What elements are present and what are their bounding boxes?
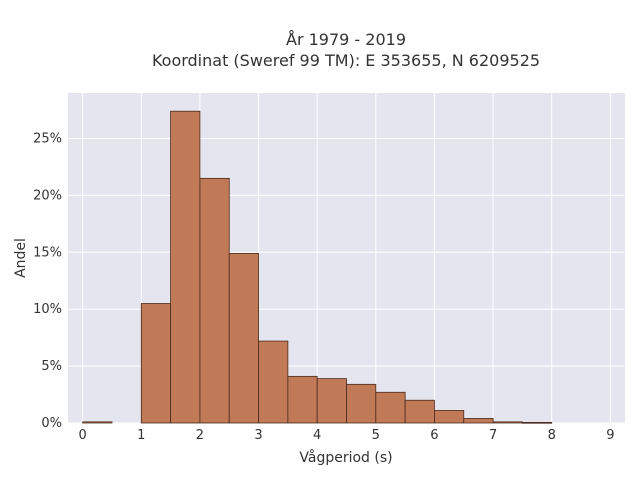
x-tick-label: 8 xyxy=(548,428,556,443)
y-axis-ticks: 0% 5% 10% 15% 20% 25% xyxy=(33,132,62,431)
histogram-bar xyxy=(82,421,113,424)
histogram-bar xyxy=(199,177,230,424)
x-axis-ticks: 0 1 2 3 4 5 6 7 8 9 xyxy=(79,428,615,443)
y-tick-label: 20% xyxy=(33,188,62,203)
histogram-bar xyxy=(140,303,172,424)
histogram-bar xyxy=(463,418,494,424)
y-tick-label: 15% xyxy=(33,245,62,260)
x-tick-label: 4 xyxy=(313,428,321,443)
histogram-bar xyxy=(258,340,289,424)
histogram-bar xyxy=(404,399,435,424)
x-tick-label: 6 xyxy=(430,428,438,443)
y-tick-label: 5% xyxy=(41,359,62,374)
chart-title-line1: År 1979 - 2019 xyxy=(286,30,406,49)
x-axis-label: Vågperiod (s) xyxy=(299,449,392,466)
x-tick-label: 5 xyxy=(372,428,380,443)
x-tick-label: 7 xyxy=(489,428,497,443)
y-tick-label: 25% xyxy=(33,132,62,147)
x-tick-label: 0 xyxy=(79,428,87,443)
histogram-bar xyxy=(521,422,553,424)
histogram-bar xyxy=(346,383,377,424)
histogram-bar xyxy=(316,378,347,424)
histogram-bar xyxy=(287,375,318,424)
y-tick-label: 10% xyxy=(33,302,62,317)
x-tick-label: 2 xyxy=(196,428,204,443)
x-tick-label: 3 xyxy=(254,428,262,443)
x-tick-label: 9 xyxy=(606,428,614,443)
histogram-bar xyxy=(375,391,406,424)
histogram-bar xyxy=(170,110,201,424)
chart-title-line2: Koordinat (Sweref 99 TM): E 353655, N 62… xyxy=(152,51,540,70)
histogram-bar xyxy=(228,253,259,424)
bars xyxy=(82,110,553,424)
y-tick-label: 0% xyxy=(41,416,62,431)
y-axis-label: Andel xyxy=(13,238,29,278)
histogram-bar xyxy=(434,410,465,424)
x-tick-label: 1 xyxy=(137,428,145,443)
histogram-bar xyxy=(492,421,523,424)
